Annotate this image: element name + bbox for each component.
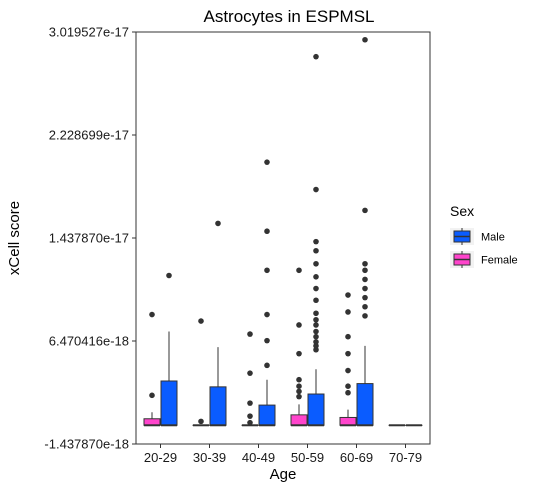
plot-panel — [135, 31, 431, 445]
y-tick-label: 3.019527e-17 — [49, 25, 129, 40]
chart-title: Astrocytes in ESPMSL — [203, 7, 374, 26]
box-body — [209, 386, 227, 426]
box-female-40-49 — [241, 331, 259, 427]
outlier-point — [264, 362, 270, 369]
y-tick-label: -1.437870e-18 — [44, 437, 129, 452]
box-male-50-59 — [307, 53, 325, 427]
outlier-point — [345, 383, 351, 389]
outlier-point — [362, 303, 368, 310]
outlier-point — [166, 272, 172, 279]
y-tick-label: 2.228699e-17 — [49, 127, 129, 142]
outlier-point — [313, 343, 319, 349]
box-female-50-59 — [290, 267, 308, 427]
outlier-point — [313, 53, 319, 60]
legend-key-female — [450, 251, 474, 268]
outlier-point — [345, 389, 351, 396]
y-axis-title: xCell score — [6, 201, 23, 275]
x-axis-title: Age — [270, 466, 297, 483]
outlier-point — [313, 322, 319, 328]
legend-title: Sex — [450, 203, 474, 219]
outlier-point — [313, 333, 319, 340]
outlier-point — [362, 313, 368, 319]
box-body — [307, 393, 325, 426]
outlier-point — [362, 267, 368, 274]
box-female-20-29 — [143, 311, 161, 427]
x-tick-label: 50-59 — [291, 450, 324, 465]
outlier-point — [362, 36, 368, 43]
outlier-point — [247, 331, 253, 337]
x-tick-label: 70-79 — [389, 450, 422, 465]
outlier-point — [362, 276, 368, 283]
box-male-30-39 — [209, 220, 227, 427]
outlier-point — [313, 238, 319, 245]
legend-key-male — [450, 228, 474, 245]
x-tick-label: 30-39 — [193, 450, 226, 465]
outlier-point — [313, 346, 319, 353]
outlier-point — [313, 247, 319, 254]
outlier-point — [247, 419, 253, 426]
outlier-point — [313, 328, 319, 335]
legend: Sex Male Female — [450, 203, 518, 268]
box-male-40-49 — [258, 159, 276, 427]
box-body — [258, 404, 276, 426]
outlier-point — [313, 186, 319, 193]
outlier-point — [296, 267, 302, 274]
legend-label-female: Female — [481, 255, 518, 267]
outlier-point — [345, 292, 351, 298]
y-tick-label: 1.437870e-17 — [49, 231, 129, 246]
outlier-point — [345, 309, 351, 315]
outlier-point — [345, 333, 351, 340]
outlier-point — [362, 285, 368, 292]
outlier-point — [264, 159, 270, 165]
outlier-point — [313, 260, 319, 267]
y-tick-label: 6.470416e-18 — [49, 334, 129, 349]
y-axis: -1.437870e-18 6.470416e-18 1.437870e-17 2.2… — [44, 25, 136, 452]
outlier-point — [149, 311, 155, 318]
outlier-point — [198, 418, 204, 425]
box-female-60-69 — [339, 292, 357, 427]
outlier-point — [247, 370, 253, 376]
box-male-20-29 — [160, 272, 178, 427]
outlier-point — [296, 322, 302, 328]
x-axis: 20-29 30-39 40-49 50-59 60-69 70-79 — [144, 444, 422, 465]
outlier-point — [313, 310, 319, 317]
outlier-point — [362, 260, 368, 267]
outlier-point — [296, 388, 302, 395]
legend-label-male: Male — [481, 232, 505, 244]
outlier-point — [149, 392, 155, 399]
x-tick-label: 20-29 — [144, 450, 177, 465]
outlier-point — [313, 297, 319, 304]
outlier-point — [296, 393, 302, 400]
outlier-point — [296, 376, 302, 383]
x-tick-label: 40-49 — [242, 450, 275, 465]
outlier-point — [313, 273, 319, 280]
outlier-point — [313, 285, 319, 292]
outlier-point — [198, 318, 204, 324]
outlier-point — [247, 413, 253, 419]
box-series-group — [143, 36, 423, 427]
outlier-point — [362, 294, 368, 301]
outlier-point — [296, 383, 302, 389]
outlier-point — [296, 350, 302, 357]
box-body — [356, 383, 374, 426]
box-body — [339, 416, 357, 426]
box-male-60-69 — [356, 36, 374, 427]
outlier-point — [264, 337, 270, 344]
outlier-point — [362, 207, 368, 214]
box-body — [290, 414, 308, 426]
outlier-point — [264, 228, 270, 235]
x-tick-label: 60-69 — [340, 450, 373, 465]
outlier-point — [313, 316, 319, 323]
outlier-point — [264, 267, 270, 274]
outlier-point — [345, 350, 351, 357]
outlier-point — [264, 311, 270, 318]
outlier-point — [247, 400, 253, 406]
outlier-point — [215, 220, 221, 227]
outlier-point — [345, 367, 351, 374]
box-body — [160, 380, 178, 426]
box-female-30-39 — [192, 318, 210, 427]
outlier-point — [313, 339, 319, 345]
